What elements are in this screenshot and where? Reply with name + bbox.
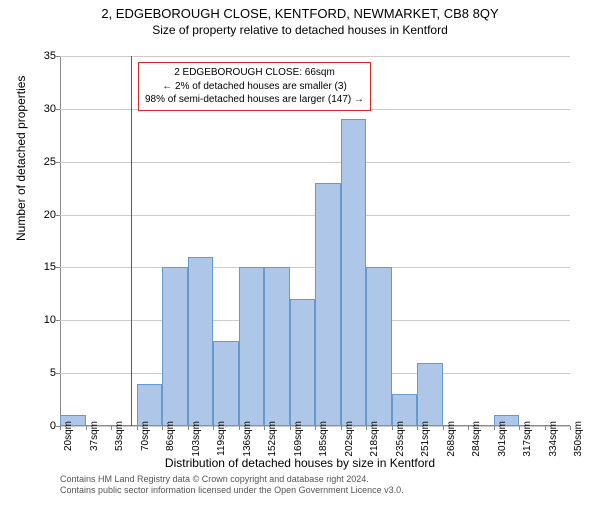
property-marker-line [131,56,132,426]
y-tick-label: 30 [32,103,56,115]
y-tick-label: 25 [32,156,56,168]
annotation-line3: 98% of semi-detached houses are larger (… [145,93,364,107]
histogram-bar [290,299,316,426]
annotation-line2: ← 2% of detached houses are smaller (3) [145,80,364,94]
histogram-bar [188,257,214,426]
annotation-line1: 2 EDGEBOROUGH CLOSE: 66sqm [145,66,364,80]
grid-line [60,56,570,57]
histogram-bar [315,183,341,426]
y-axis-label: Number of detached properties [14,76,28,241]
footer-line-2: Contains public sector information licen… [60,485,404,496]
histogram-bar [137,384,163,426]
annotation-box: 2 EDGEBOROUGH CLOSE: 66sqm← 2% of detach… [138,62,371,111]
histogram-chart: 0510152025303520sqm37sqm53sqm70sqm86sqm1… [60,56,570,426]
page-title: 2, EDGEBOROUGH CLOSE, KENTFORD, NEWMARKE… [0,6,600,21]
histogram-bar [417,363,443,426]
y-tick-label: 0 [32,420,56,432]
grid-line [60,162,570,163]
y-tick-label: 10 [32,314,56,326]
y-tick-label: 5 [32,367,56,379]
footer-attribution: Contains HM Land Registry data © Crown c… [60,474,404,497]
histogram-bar [239,267,265,426]
page-subtitle: Size of property relative to detached ho… [0,23,600,37]
y-tick-label: 20 [32,209,56,221]
histogram-bar [264,267,290,426]
histogram-bar [366,267,392,426]
footer-line-1: Contains HM Land Registry data © Crown c… [60,474,404,485]
histogram-bar [213,341,239,426]
histogram-bar [341,119,367,426]
x-axis-label: Distribution of detached houses by size … [0,456,600,470]
histogram-bar [162,267,188,426]
y-axis-line [60,56,61,426]
y-tick-label: 15 [32,261,56,273]
y-tick-label: 35 [32,50,56,62]
